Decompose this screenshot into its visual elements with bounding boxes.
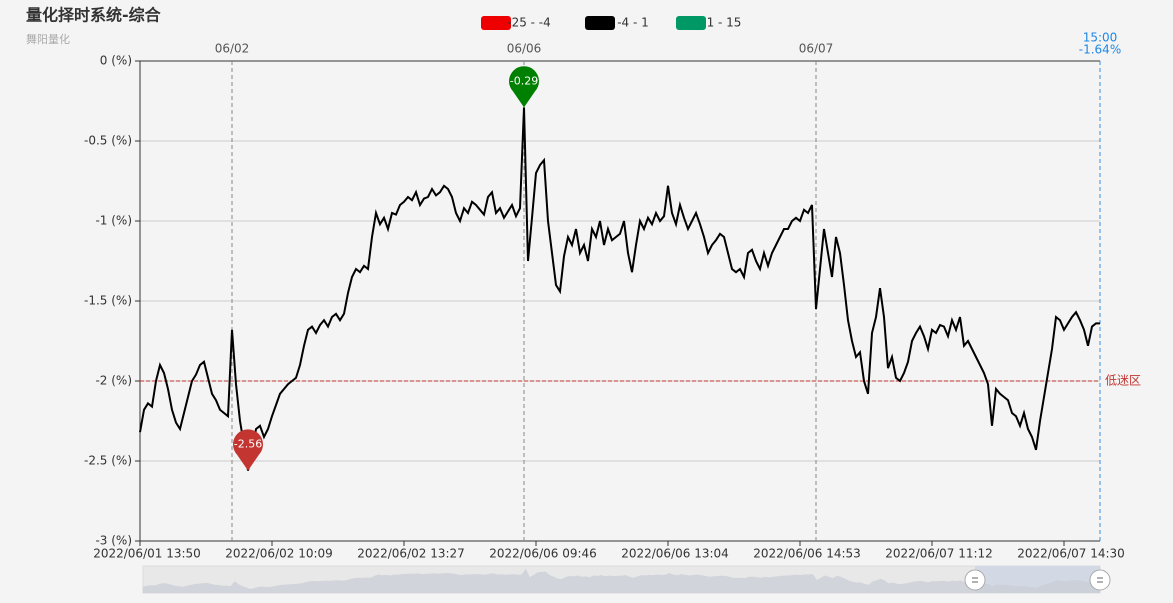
y-tick-label: -3 (%) <box>95 534 132 548</box>
y-tick-label: 0 (%) <box>100 54 132 68</box>
y-tick-label: -1 (%) <box>95 214 132 228</box>
x-tick-label: 2022/06/02 13:27 <box>357 547 465 561</box>
zoom-overview <box>143 568 1100 593</box>
y-tick-label: -1.5 (%) <box>84 294 132 308</box>
legend-label: -25 - -4 <box>507 16 551 30</box>
legend-swatch <box>676 16 706 30</box>
end-time: 15:00 <box>1083 31 1118 45</box>
day-label: 06/06 <box>507 42 542 56</box>
x-tick-label: 2022/06/02 10:09 <box>225 547 333 561</box>
end-value: -1.64% <box>1079 43 1121 57</box>
legend-label: 1 - 15 <box>707 16 742 30</box>
x-tick-label: 2022/06/06 13:04 <box>621 547 729 561</box>
legend-swatch <box>585 16 615 30</box>
mark-pin-label: -2.56 <box>234 438 262 451</box>
x-tick-label: 2022/06/06 14:53 <box>753 547 861 561</box>
chart-subtitle: 舞阳量化 <box>26 32 70 46</box>
y-tick-label: -2.5 (%) <box>84 454 132 468</box>
zoom-handle[interactable] <box>964 569 986 591</box>
x-tick-label: 2022/06/07 11:12 <box>885 547 993 561</box>
chart-title: 量化择时系统-综合 <box>26 6 162 25</box>
y-tick-label: -0.5 (%) <box>84 134 132 148</box>
day-label: 06/07 <box>799 42 834 56</box>
y-tick-label: -2 (%) <box>95 374 132 388</box>
zoom-handle[interactable] <box>1089 569 1111 591</box>
mark-pin <box>233 429 263 471</box>
mark-line-label: 低迷区 <box>1105 374 1141 388</box>
day-label: 06/02 <box>215 42 250 56</box>
mark-pin-label: -0.29 <box>510 74 538 87</box>
x-tick-label: 2022/06/01 13:50 <box>93 547 201 561</box>
mark-pin <box>509 66 539 108</box>
legend-label: -4 - 1 <box>617 16 649 30</box>
x-tick-label: 2022/06/07 14:30 <box>1017 547 1125 561</box>
series-line <box>139 107 1100 471</box>
x-tick-label: 2022/06/06 09:46 <box>489 547 597 561</box>
legend-swatch <box>481 16 511 30</box>
